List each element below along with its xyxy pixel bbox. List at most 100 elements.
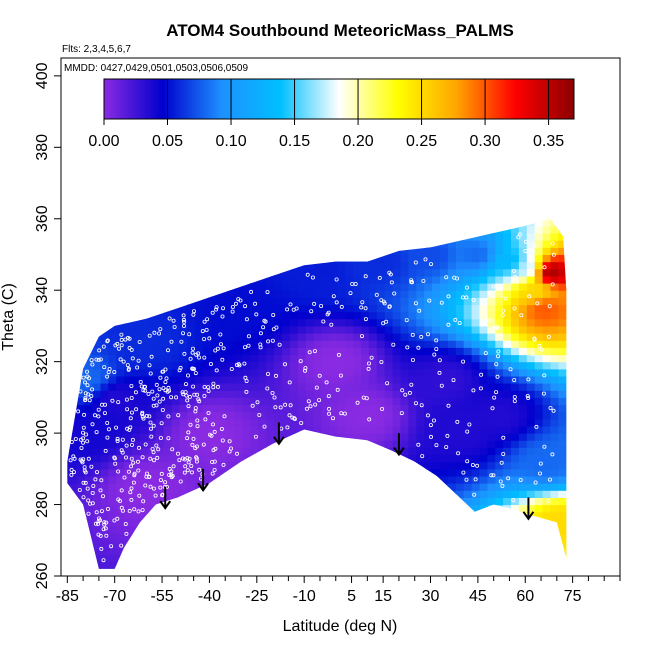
heatmap-cell	[218, 490, 228, 498]
heatmap-cell	[321, 454, 331, 463]
heatmap-cell	[376, 468, 386, 477]
heatmap-cell	[290, 497, 299, 506]
heatmap-cell	[203, 490, 212, 498]
heatmap-cell	[408, 540, 417, 548]
heatmap-cell	[305, 518, 315, 527]
sample-point	[550, 282, 555, 287]
heatmap-cell	[108, 333, 117, 341]
heatmap-cell	[384, 497, 394, 506]
heatmap-cell	[203, 268, 212, 277]
heatmap-cell	[179, 240, 188, 248]
heatmap-cell	[68, 261, 78, 270]
sample-point	[197, 399, 202, 404]
heatmap-cell	[274, 569, 283, 577]
heatmap-cell	[132, 554, 141, 563]
heatmap-cell	[163, 254, 173, 263]
heatmap-cell	[487, 333, 496, 341]
heatmap-cell	[67, 254, 70, 263]
sample-point	[220, 314, 225, 319]
sample-point	[69, 439, 74, 444]
heatmap-cell	[84, 290, 94, 298]
heatmap-cell	[313, 225, 323, 234]
heatmap-cell	[274, 318, 283, 327]
heatmap-cell	[116, 461, 125, 470]
heatmap-cell	[574, 547, 583, 555]
heatmap-cell	[440, 283, 449, 291]
heatmap-cell	[518, 440, 528, 448]
heatmap-cell	[408, 533, 417, 541]
sample-point	[89, 464, 94, 469]
heatmap-cell	[432, 333, 441, 341]
heatmap-cell	[400, 383, 409, 391]
heatmap-cell	[345, 254, 354, 263]
heatmap-cell	[305, 297, 315, 306]
heatmap-cell	[116, 476, 125, 484]
heatmap-cell	[487, 547, 496, 556]
heatmap-cell	[108, 526, 117, 534]
sample-point	[550, 452, 555, 457]
heatmap-cell	[132, 247, 141, 255]
heatmap-cell	[353, 411, 362, 420]
heatmap-cell	[455, 240, 465, 248]
heatmap-cell	[76, 318, 86, 327]
heatmap-cell	[211, 540, 220, 548]
heatmap-cell	[329, 233, 338, 241]
x-tick-label: 75	[564, 588, 582, 605]
x-tick-label: -10	[293, 588, 316, 605]
heatmap-cell	[258, 483, 267, 491]
heatmap-cell	[432, 218, 441, 227]
heatmap-cell	[68, 440, 78, 448]
heatmap-cell	[368, 368, 378, 377]
heatmap-cell	[140, 490, 149, 498]
heatmap-cell	[68, 304, 78, 313]
heatmap-cell	[147, 233, 157, 241]
sample-point	[246, 334, 251, 339]
sample-point	[511, 498, 516, 503]
heatmap-cell	[550, 333, 559, 341]
heatmap-cell	[187, 247, 196, 255]
heatmap-cell	[305, 340, 315, 348]
heatmap-cell	[92, 290, 102, 298]
heatmap-cell	[558, 347, 567, 356]
heatmap-cell	[471, 411, 481, 420]
heatmap-cell	[321, 511, 331, 520]
heatmap-cell	[195, 347, 204, 356]
sample-point	[273, 373, 278, 378]
heatmap-cell	[321, 225, 331, 234]
heatmap-cell	[487, 361, 496, 370]
heatmap-cell	[329, 254, 338, 263]
heatmap-cell	[179, 433, 188, 441]
heatmap-cell	[132, 497, 141, 506]
heatmap-cell	[305, 433, 315, 441]
heatmap-cell	[526, 333, 536, 341]
sample-point	[464, 295, 469, 300]
heatmap-cell	[67, 511, 70, 520]
heatmap-cell	[290, 461, 299, 470]
heatmap-cell	[313, 526, 323, 534]
heatmap-cell	[140, 290, 149, 298]
heatmap-cell	[479, 454, 488, 463]
sample-point	[512, 306, 517, 311]
heatmap-cell	[108, 490, 117, 498]
heatmap-cell	[542, 218, 552, 220]
heatmap-cell	[195, 261, 204, 270]
heatmap-cell	[479, 404, 488, 413]
heatmap-cell	[408, 368, 417, 377]
heatmap-cell	[440, 418, 449, 427]
heatmap-cell	[566, 533, 567, 541]
heatmap-cell	[84, 433, 94, 441]
heatmap-cell	[479, 325, 488, 334]
heatmap-cell	[432, 440, 441, 448]
heatmap-cell	[274, 290, 283, 298]
heatmap-cell	[147, 218, 157, 227]
sample-point	[495, 354, 500, 359]
heatmap-cell	[258, 275, 267, 284]
heatmap-cell	[76, 290, 86, 298]
heatmap-cell	[266, 533, 275, 541]
sample-point	[155, 455, 160, 460]
heatmap-cell	[313, 361, 323, 370]
heatmap-cell	[353, 561, 362, 569]
heatmap-cell	[384, 518, 394, 527]
heatmap-cell	[455, 476, 465, 484]
heatmap-cell	[313, 476, 323, 484]
